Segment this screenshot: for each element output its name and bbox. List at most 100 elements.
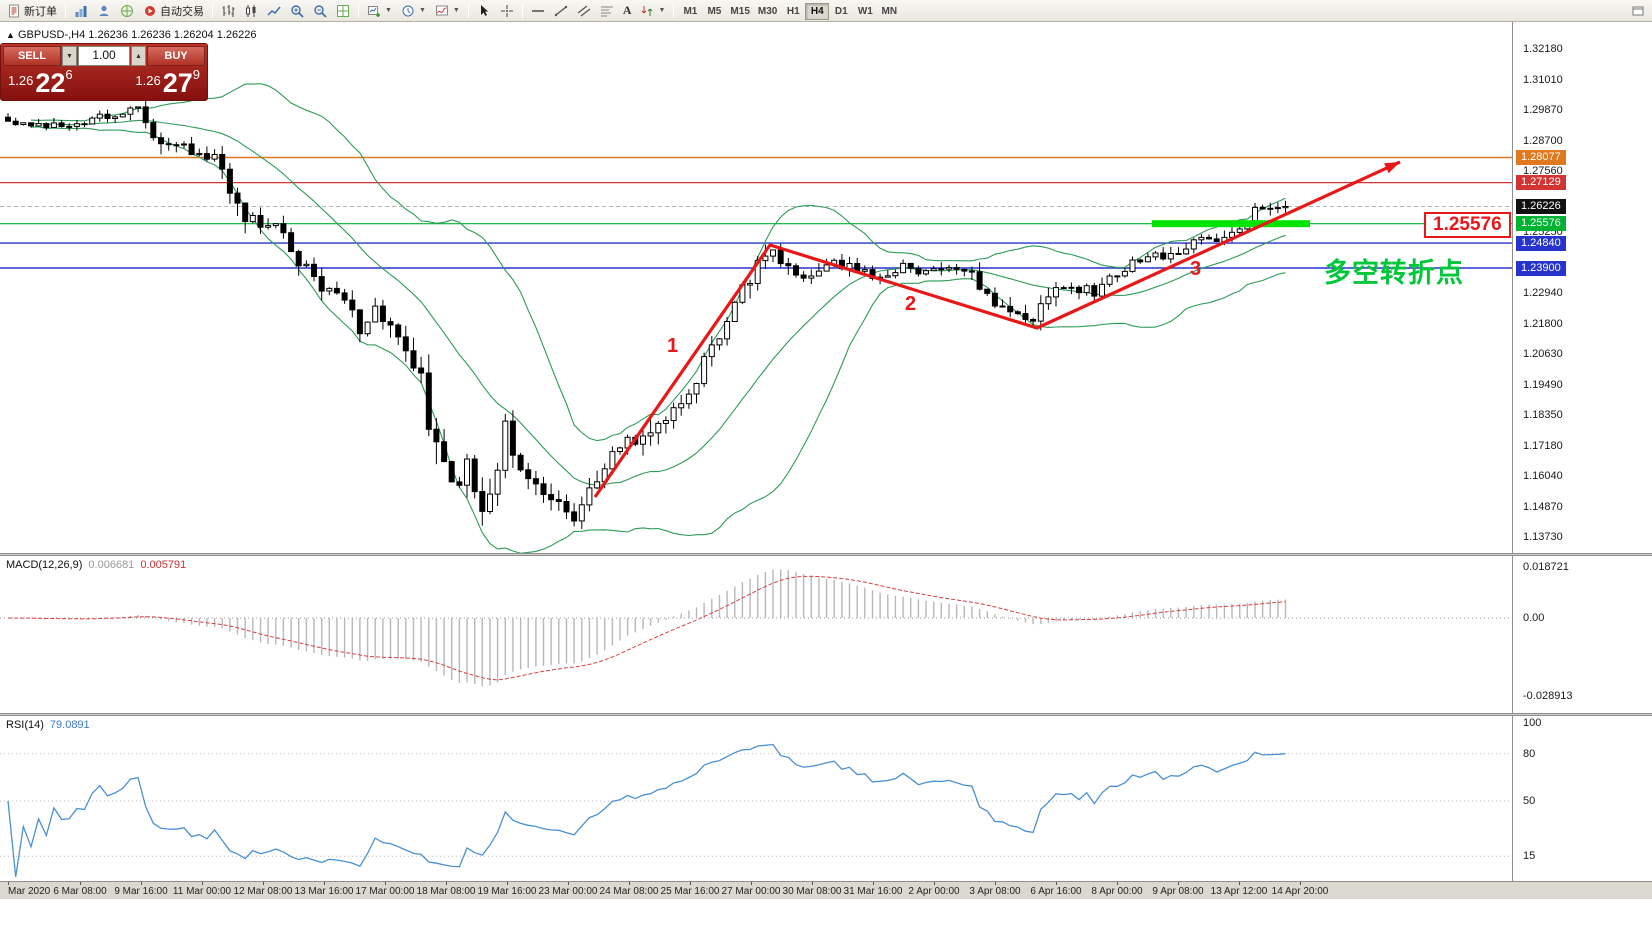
price-axis-tag: 1.28077	[1516, 150, 1566, 165]
rsi-chart[interactable]	[0, 716, 1512, 881]
period-button[interactable]: ▼	[397, 1, 430, 20]
bollinger-upper	[30, 83, 1286, 442]
dropdown-caret-icon: ▼	[385, 7, 392, 14]
time-axis-label: 6 Apr 16:00	[1030, 886, 1082, 897]
support-price-callout[interactable]: 1.25576	[1424, 212, 1511, 238]
time-axis-label: 9 Mar 16:00	[114, 886, 168, 897]
volume-down-button[interactable]: ▼	[62, 46, 77, 66]
time-axis-label: 31 Mar 16:00	[843, 886, 903, 897]
market-watch-button[interactable]	[70, 1, 92, 20]
time-axis-label: 6 Mar 08:00	[53, 886, 107, 897]
price-axis[interactable]: 1.32180 1.31010 1.29870 1.28700 1.27560 1.252…	[1512, 22, 1652, 553]
tile-windows-button[interactable]	[332, 1, 354, 20]
timeframe-mn[interactable]: MN	[877, 3, 901, 20]
indicator-icon	[435, 4, 449, 18]
rsi-axis-label: 100	[1523, 717, 1542, 729]
zoom-in-button[interactable]	[286, 1, 308, 20]
zoom-out-button[interactable]	[309, 1, 331, 20]
volume-up-button[interactable]: ▲	[131, 46, 146, 66]
autotrade-button[interactable]: 自动交易	[139, 1, 208, 20]
channel-tool-button[interactable]	[573, 1, 595, 20]
dropdown-caret-icon: ▼	[452, 7, 460, 14]
buy-button[interactable]: BUY	[147, 46, 205, 66]
price-axis-tick: 1.32180	[1523, 43, 1563, 55]
sell-button[interactable]: SELL	[3, 46, 61, 66]
timeframe-w1[interactable]: W1	[853, 3, 877, 20]
wave-label-2: 2	[905, 293, 916, 315]
price-axis-tick: 1.21800	[1523, 318, 1563, 330]
sell-price: 1.26 22 6	[8, 67, 73, 98]
turning-point-annotation[interactable]: 多空转折点	[1324, 258, 1464, 288]
timeframe-h4[interactable]: H4	[805, 3, 830, 20]
timeframe-m30[interactable]: M30	[754, 3, 781, 20]
price-axis-tag: 1.27129	[1516, 175, 1566, 190]
price-axis-tick: 1.16040	[1523, 470, 1563, 482]
new-order-label: 新订单	[24, 5, 57, 18]
time-axis-label: 8 Apr 00:00	[1091, 886, 1143, 897]
globe-icon	[120, 4, 134, 18]
ohlc-bars-icon	[221, 4, 235, 18]
cursor-icon	[477, 4, 491, 18]
trendline-tool-button[interactable]	[550, 1, 572, 20]
crosshair-icon	[500, 4, 514, 18]
macd-axis[interactable]: 0.018721 0.00 -0.028913	[1512, 556, 1652, 713]
time-axis-label: 24 Mar 08:00	[599, 886, 659, 897]
time-axis-tick	[324, 882, 325, 885]
price-axis-tick: 1.31010	[1523, 74, 1563, 86]
time-axis-label: 13 Apr 12:00	[1210, 886, 1268, 897]
time-axis-label: 18 Mar 08:00	[416, 886, 476, 897]
indicators-button[interactable]: ▼	[431, 1, 464, 20]
rsi-axis-label: 15	[1523, 850, 1536, 862]
line-chart-type-button[interactable]	[263, 1, 285, 20]
timeframe-m5[interactable]: M5	[702, 3, 726, 20]
time-axis-tick	[1117, 882, 1118, 885]
toolbar-separator	[521, 3, 523, 18]
price-axis-tick: 1.22940	[1523, 287, 1563, 299]
time-axis-tick	[934, 882, 935, 885]
timeframe-d1[interactable]: D1	[829, 3, 853, 20]
profile-button[interactable]	[93, 1, 115, 20]
time-axis-label: 3 Apr 08:00	[969, 886, 1021, 897]
support-highlight-bar[interactable]	[1152, 220, 1310, 228]
strategy-tester-button[interactable]	[116, 1, 138, 20]
time-axis-tick	[1300, 882, 1301, 885]
bar-chart-type-button[interactable]	[217, 1, 239, 20]
text-tool-icon: A	[622, 3, 632, 17]
price-axis-tick: 1.27560	[1523, 165, 1563, 177]
rsi-axis[interactable]: 100 80 50 15	[1512, 716, 1652, 881]
panel-divider[interactable]	[0, 553, 1652, 556]
rsi-panel: 100 80 50 15 RSI(14) 79.0891	[0, 716, 1652, 881]
new-order-button[interactable]: 新订单	[3, 1, 61, 20]
timeframe-h1[interactable]: H1	[781, 3, 805, 20]
candlestick-icon	[244, 4, 258, 18]
timeframe-m1[interactable]: M1	[678, 3, 702, 20]
main-chart[interactable]: 1 2 3	[0, 22, 1512, 553]
panel-divider[interactable]	[0, 713, 1652, 716]
time-axis-label: 2 Apr 00:00	[908, 886, 960, 897]
arrows-tool-button[interactable]: ▼	[636, 1, 669, 20]
time-axis[interactable]: Mar 2020 6 Mar 08:00 9 Mar 16:00 11 Mar 00:…	[0, 881, 1652, 899]
time-axis-tick	[385, 882, 386, 885]
price-axis-tick: 1.14870	[1523, 501, 1563, 513]
candle-chart-type-button[interactable]	[240, 1, 262, 20]
one-click-trading-panel: SELL ▼ 1.00 ▲ BUY 1.26 22 6 1.26 27 9	[0, 43, 208, 101]
buy-price: 1.26 27 9	[135, 67, 200, 98]
text-tool-button[interactable]: A	[619, 1, 636, 20]
time-axis-tick	[751, 882, 752, 885]
macd-axis-label: 0.00	[1523, 612, 1545, 624]
crosshair-tool-button[interactable]	[496, 1, 518, 20]
hline-tool-button[interactable]	[527, 1, 549, 20]
toolbar-overflow-button[interactable]	[1627, 1, 1649, 20]
trend-arrow[interactable]	[593, 160, 1401, 498]
time-axis-tick	[873, 882, 874, 885]
cursor-tool-button[interactable]	[473, 1, 495, 20]
timeframe-m15[interactable]: M15	[726, 3, 753, 20]
new-chart-button[interactable]: ▼	[363, 1, 396, 20]
bar-chart-icon	[74, 4, 88, 18]
volume-input[interactable]: 1.00	[78, 46, 130, 66]
macd-chart[interactable]	[0, 556, 1512, 713]
time-axis-label: 13 Mar 16:00	[294, 886, 354, 897]
rsi-line	[7, 743, 1286, 877]
time-axis-tick	[141, 882, 142, 885]
fibonacci-tool-button[interactable]	[596, 1, 618, 20]
